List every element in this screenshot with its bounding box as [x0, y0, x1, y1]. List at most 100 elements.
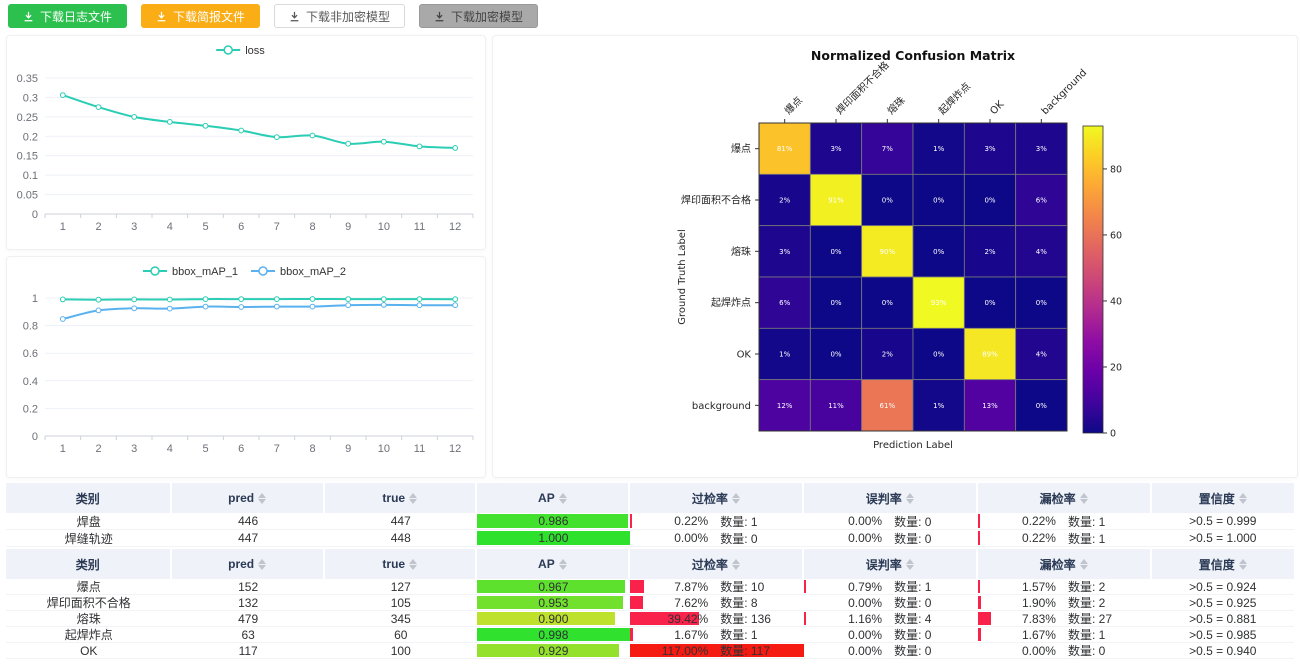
misjudge-rate-cell: 0.00% 数量: 0 — [804, 643, 978, 659]
x-tick-label: 6 — [238, 443, 244, 455]
x-tick-label: 8 — [309, 221, 315, 233]
sort-caret-icon[interactable] — [1079, 558, 1088, 570]
confusion-cell-value: 0% — [830, 351, 841, 359]
column-label: 爆点 — [782, 94, 805, 117]
download-unencrypted-model-button[interactable]: 下载非加密模型 — [274, 4, 406, 28]
column-header-漏检率[interactable]: 漏检率 — [977, 483, 1152, 513]
sort-caret-icon[interactable] — [558, 558, 567, 570]
table-row: 爆点 152 127 0.967 7.87% 数量: 10 0.79% 数量: 1 1.57% 数… — [6, 579, 1294, 595]
pred-cell: 152 — [238, 579, 259, 594]
confidence-cell: >0.5 = 1.000 — [1189, 531, 1257, 545]
legend-item-bbox_mAP_1[interactable]: bbox_mAP_1 — [143, 266, 238, 278]
column-header-label: 过检率 — [691, 491, 728, 506]
row-label: background — [692, 401, 751, 412]
sort-caret-icon[interactable] — [258, 492, 267, 504]
x-tick-label: 11 — [414, 221, 425, 233]
y-tick-label: 0.6 — [23, 348, 38, 360]
legend-item-loss[interactable]: loss — [216, 45, 265, 57]
legend-label: loss — [245, 45, 265, 57]
column-header-漏检率[interactable]: 漏检率 — [977, 549, 1152, 579]
column-header-置信度[interactable]: 置信度 — [1151, 549, 1294, 579]
miss-rate-cell: 1.90% 数量: 2 — [977, 595, 1152, 610]
rate-percent: 0.79% — [848, 579, 883, 594]
pred-cell: 63 — [241, 627, 255, 642]
x-tick-label: 10 — [378, 221, 390, 233]
misjudge-rate-cell: 0.00% 数量: 0 — [804, 513, 978, 529]
sort-caret-icon[interactable] — [731, 492, 740, 504]
bbox_mAP_1-point — [416, 296, 423, 302]
rate-bar — [630, 580, 644, 593]
column-header-pred[interactable]: pred — [171, 549, 325, 579]
bbox_mAP_1-line — [62, 297, 456, 301]
confusion-cell — [861, 225, 914, 278]
confusion-matrix-chart: Normalized Confusion Matrix 81% 3% 7% 1% 3% 3%… — [677, 48, 1122, 451]
x-tick-label: 3 — [131, 443, 137, 455]
sort-caret-icon[interactable] — [731, 558, 740, 570]
column-label: OK — [988, 99, 1006, 117]
confusion-cell — [963, 173, 1017, 227]
y-tick-label: 0.15 — [17, 151, 38, 163]
download-encrypted-model-label: 下载加密模型 — [451, 9, 524, 24]
confusion-cell — [809, 327, 863, 381]
sort-caret-icon[interactable] — [1238, 558, 1247, 570]
column-header-误判率[interactable]: 误判率 — [803, 549, 978, 579]
sort-caret-icon[interactable] — [409, 558, 418, 570]
confusion-cell — [963, 276, 1017, 329]
table-row: 焊缝轨迹 447 448 1.000 0.00% 数量: 0 0.00% 数量: 0 0.22%… — [6, 530, 1294, 547]
confusion-cell — [912, 225, 965, 278]
confusion-cell-value: 61% — [880, 402, 896, 410]
ap-value: 1.000 — [538, 531, 569, 545]
sort-caret-icon[interactable] — [258, 558, 267, 570]
x-tick-label: 11 — [414, 443, 425, 455]
sort-caret-icon[interactable] — [1238, 492, 1247, 504]
legend-item-bbox_mAP_2[interactable]: bbox_mAP_2 — [251, 266, 346, 278]
x-tick-label: 3 — [131, 221, 137, 233]
bbox_mAP_1-point — [273, 296, 280, 302]
sort-caret-icon[interactable] — [1079, 492, 1088, 504]
ap-cell: 0.967 — [476, 579, 630, 594]
column-header-误判率[interactable]: 误判率 — [803, 483, 978, 513]
column-header-AP[interactable]: AP — [476, 549, 630, 579]
download-log-button[interactable]: 下载日志文件 — [8, 4, 128, 28]
column-header-置信度[interactable]: 置信度 — [1151, 483, 1294, 513]
confusion-cell — [758, 225, 811, 278]
x-tick-label: 4 — [167, 221, 173, 233]
ap-value: 0.953 — [538, 595, 569, 610]
sort-caret-icon[interactable] — [905, 492, 914, 504]
table-row: 焊盘 446 447 0.986 0.22% 数量: 1 0.00% 数量: 0 0.22% 数量… — [6, 513, 1294, 530]
loss-point — [273, 134, 280, 140]
bbox_mAP_2-point — [238, 304, 245, 310]
column-header-true[interactable]: true — [324, 483, 477, 513]
rate-count: 数量: 1 — [1067, 628, 1106, 642]
category-cell: OK — [80, 643, 98, 658]
sort-caret-icon[interactable] — [905, 558, 914, 570]
confusion-cell-value: 1% — [779, 351, 790, 359]
x-axis-title: Prediction Label — [873, 440, 953, 451]
column-header-过检率[interactable]: 过检率 — [630, 549, 804, 579]
column-header-true[interactable]: true — [324, 549, 477, 579]
bbox_mAP_2-point — [202, 303, 209, 310]
confusion-cell-value: 0% — [1036, 402, 1047, 410]
ap-bar — [476, 644, 620, 657]
legend-label: bbox_mAP_1 — [172, 266, 238, 278]
x-tick-label: 10 — [378, 443, 390, 455]
confusion-cell — [758, 276, 811, 329]
confusion-cell-value: 12% — [777, 402, 793, 410]
x-tick-label: 6 — [238, 221, 244, 233]
sort-caret-icon[interactable] — [558, 492, 567, 504]
download-encrypted-model-button[interactable]: 下载加密模型 — [419, 4, 539, 28]
x-tick-label: 5 — [202, 221, 208, 233]
column-header-过检率[interactable]: 过检率 — [630, 483, 804, 513]
download-report-button[interactable]: 下载简报文件 — [141, 4, 261, 28]
loss-point — [380, 138, 387, 145]
pred-cell: 132 — [238, 595, 259, 610]
miss-rate-cell: 7.83% 数量: 27 — [977, 611, 1152, 626]
column-header-pred[interactable]: pred — [171, 483, 325, 513]
table-row: 起焊炸点 63 60 0.998 1.67% 数量: 1 0.00% 数量: 0 1.67% 数量… — [6, 627, 1294, 643]
ap-bar — [476, 596, 623, 609]
rate-percent: 117.00% — [661, 643, 709, 658]
true-cell: 345 — [390, 611, 411, 626]
sort-caret-icon[interactable] — [409, 492, 418, 504]
rate-count: 数量: 10 — [720, 580, 765, 594]
column-header-AP[interactable]: AP — [476, 483, 630, 513]
